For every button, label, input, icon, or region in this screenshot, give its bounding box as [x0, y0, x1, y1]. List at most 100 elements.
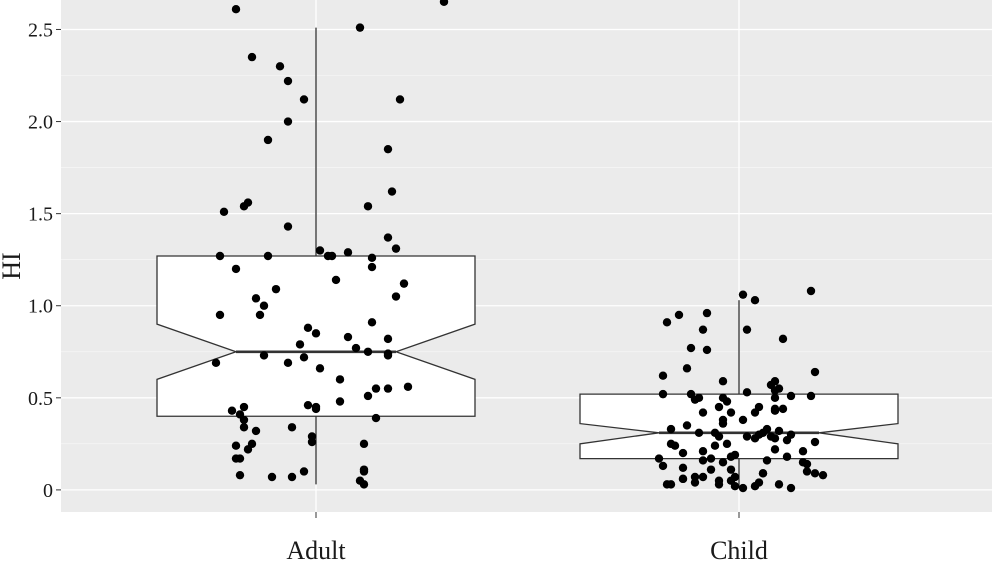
data-point — [227, 406, 237, 415]
data-point — [710, 441, 720, 450]
data-point — [698, 447, 708, 456]
data-point — [215, 251, 225, 261]
data-point — [654, 454, 664, 463]
data-point — [698, 456, 708, 465]
data-point — [371, 413, 381, 423]
data-point — [722, 397, 732, 406]
data-point — [774, 426, 784, 436]
data-point — [786, 483, 796, 493]
data-point — [311, 404, 321, 414]
data-point — [359, 480, 369, 489]
data-point — [367, 253, 377, 263]
data-point — [810, 469, 820, 478]
data-point — [738, 290, 748, 299]
data-point — [231, 264, 241, 274]
data-point — [778, 404, 788, 414]
data-point — [295, 340, 305, 349]
data-point — [694, 428, 704, 438]
data-point — [742, 325, 752, 334]
data-point — [371, 384, 381, 393]
data-point — [367, 262, 377, 272]
data-point — [770, 445, 780, 454]
data-point — [750, 482, 760, 491]
data-point — [786, 391, 796, 401]
data-point — [315, 246, 325, 255]
data-point — [810, 367, 820, 377]
y-tick-label: 1.0 — [28, 296, 53, 318]
data-point — [383, 384, 393, 393]
data-point — [750, 296, 760, 305]
data-point — [670, 441, 680, 450]
data-point — [750, 408, 760, 417]
y-axis: 0 0.5 1.0 1.5 2.0 2.5 — [28, 19, 61, 502]
data-point — [758, 469, 768, 478]
data-point — [698, 472, 708, 482]
data-point — [247, 52, 257, 62]
data-point — [395, 95, 405, 104]
data-point — [682, 364, 692, 373]
data-point — [275, 62, 285, 71]
data-point — [287, 423, 297, 432]
data-point — [243, 445, 253, 454]
data-point — [283, 358, 293, 368]
data-point — [706, 454, 716, 463]
data-point — [662, 480, 672, 489]
data-point — [215, 310, 225, 320]
data-points — [211, 0, 828, 493]
data-point — [802, 467, 812, 476]
data-point — [782, 435, 792, 445]
data-point — [698, 408, 708, 417]
data-point — [235, 470, 245, 480]
data-point — [271, 284, 281, 294]
data-point — [770, 393, 780, 403]
data-point — [335, 375, 345, 384]
data-point — [211, 358, 221, 368]
data-point — [742, 432, 752, 441]
data-point — [686, 343, 696, 353]
data-point — [259, 301, 269, 310]
data-point — [387, 187, 397, 196]
data-point — [267, 472, 277, 482]
y-tick-label: 0 — [43, 480, 53, 502]
data-point — [363, 202, 373, 211]
x-category-label: Adult — [286, 536, 346, 563]
x-category-label: Child — [710, 536, 768, 563]
data-point — [403, 382, 413, 391]
data-point — [287, 472, 297, 482]
y-tick-label: 2.5 — [28, 19, 53, 41]
y-tick-label: 1.5 — [28, 204, 53, 226]
data-point — [239, 402, 249, 412]
data-point — [666, 424, 676, 434]
y-axis-title: HI — [0, 252, 26, 279]
data-point — [263, 251, 273, 261]
data-point — [383, 351, 393, 360]
data-point — [367, 318, 377, 327]
data-point — [678, 463, 688, 472]
data-point — [239, 415, 249, 425]
data-point — [263, 135, 273, 145]
data-point — [718, 377, 728, 386]
data-point — [674, 310, 684, 320]
data-point — [714, 480, 724, 489]
data-point — [383, 233, 393, 242]
data-point — [399, 279, 409, 288]
data-point — [283, 117, 293, 126]
data-point — [303, 323, 313, 333]
data-point — [722, 439, 732, 449]
notched-box — [579, 393, 899, 460]
data-point — [714, 402, 724, 412]
data-point — [718, 419, 728, 428]
data-point — [351, 343, 361, 353]
data-point — [383, 334, 393, 344]
data-point — [818, 470, 828, 480]
y-tick-label: 2.0 — [28, 112, 53, 134]
data-point — [283, 222, 293, 231]
data-point — [343, 332, 353, 342]
data-point — [802, 459, 812, 469]
data-point — [391, 292, 401, 301]
data-point — [742, 388, 752, 397]
data-point — [363, 347, 373, 356]
data-point — [658, 389, 668, 399]
data-point — [439, 0, 449, 7]
